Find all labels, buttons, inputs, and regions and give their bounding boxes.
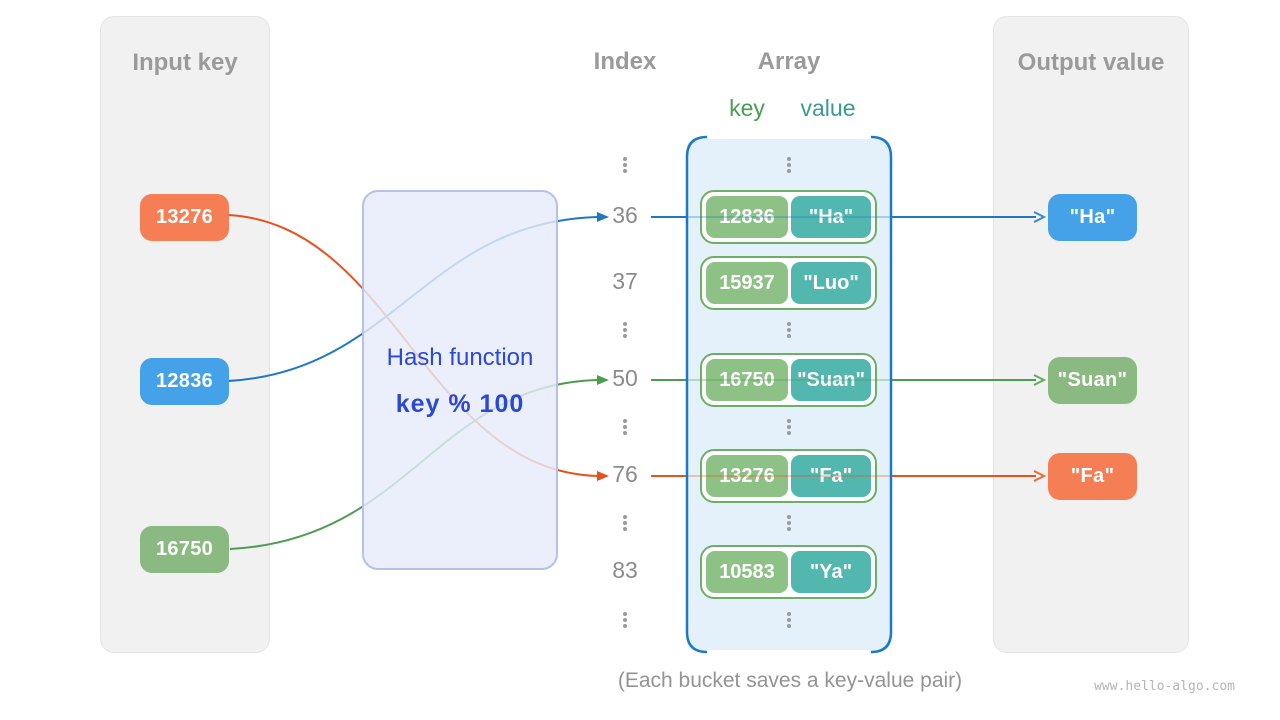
input-key-13276: 13276 (140, 194, 229, 241)
index-label-50: 50 (612, 365, 638, 391)
index-label-83: 83 (612, 557, 638, 583)
output-value-suan: "Suan" (1048, 357, 1137, 404)
output-value-fa: "Fa" (1048, 453, 1137, 500)
input-key-title: Input key (132, 49, 238, 76)
diagram-caption: (Each bucket saves a key-value pair) (617, 669, 963, 692)
watermark: www.hello-algo.com (1094, 679, 1235, 694)
ellipsis-dots (623, 419, 627, 435)
hash-formula: key % 100 (395, 390, 525, 418)
ellipsis-dots (787, 515, 791, 531)
input-key-12836: 12836 (140, 358, 229, 405)
pair-value: "Luo" (791, 262, 871, 304)
pair-key: 15937 (706, 262, 788, 304)
ellipsis-dots (623, 322, 627, 338)
pair-key: 10583 (706, 551, 788, 593)
index-label-37: 37 (612, 268, 638, 294)
bucket-pair-10583: 10583 "Ya" (700, 545, 877, 599)
output-value-title: Output value (1017, 49, 1165, 76)
ellipsis-dots (787, 612, 791, 628)
array-column-header: Array (757, 48, 821, 75)
ellipsis-dots (787, 157, 791, 173)
index-label-36: 36 (612, 202, 638, 228)
ellipsis-dots (787, 322, 791, 338)
ellipsis-dots (623, 157, 627, 173)
output-value-panel: Output value (993, 16, 1189, 653)
ellipsis-dots (787, 419, 791, 435)
input-key-16750: 16750 (140, 526, 229, 573)
array-key-header: key (729, 95, 765, 121)
ellipsis-dots (623, 612, 627, 628)
index-column-header: Index (593, 48, 657, 75)
pair-key: 16750 (706, 359, 788, 401)
hash-function-label: Hash function (386, 344, 534, 371)
array-value-header: value (800, 95, 856, 121)
pair-key: 13276 (706, 455, 788, 497)
ellipsis-dots (623, 515, 627, 531)
bucket-pair-13276: 13276 "Fa" (700, 449, 877, 503)
bucket-pair-15937: 15937 "Luo" (700, 256, 877, 310)
pair-value: "Ya" (791, 551, 871, 593)
pair-value: "Fa" (791, 455, 871, 497)
pair-key: 12836 (706, 196, 788, 238)
pair-value: "Suan" (791, 359, 871, 401)
bucket-pair-12836: 12836 "Ha" (700, 190, 877, 244)
index-label-76: 76 (612, 461, 638, 487)
pair-value: "Ha" (791, 196, 871, 238)
hash-function-box: Hash function key % 100 (362, 190, 558, 570)
bucket-pair-16750: 16750 "Suan" (700, 353, 877, 407)
output-value-ha: "Ha" (1048, 194, 1137, 241)
